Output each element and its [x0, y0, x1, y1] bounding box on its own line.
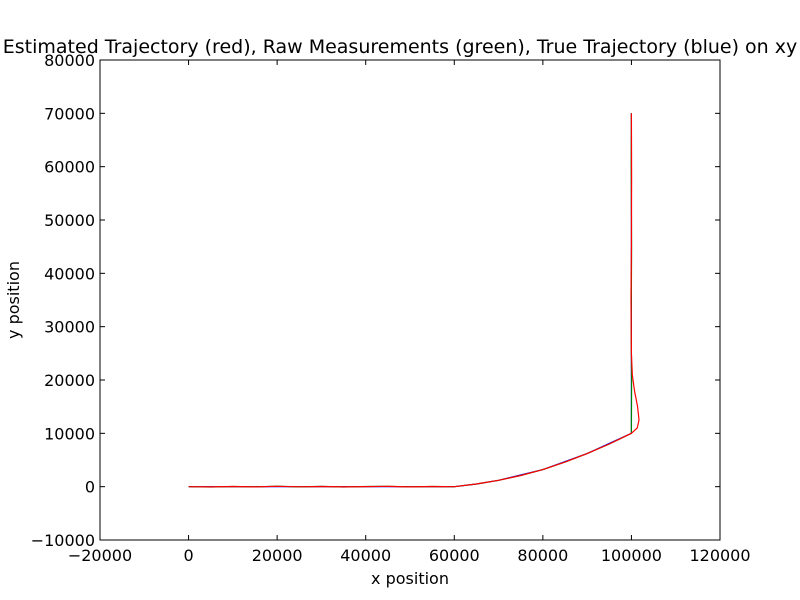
- x-tick-label: 100000: [601, 546, 662, 565]
- y-tick-label: 60000: [44, 158, 95, 177]
- series-line-1: [188, 113, 633, 488]
- y-tick-label: 30000: [44, 318, 95, 337]
- y-tick-label: 50000: [44, 211, 95, 230]
- series-layer: [188, 113, 640, 488]
- x-tick-label: 80000: [517, 546, 568, 565]
- x-axis-label: x position: [371, 569, 449, 588]
- x-tick-label: 60000: [429, 546, 480, 565]
- x-tick-label: 40000: [340, 546, 391, 565]
- x-tick-label: −20000: [68, 546, 132, 565]
- y-tick-label: 0: [85, 478, 95, 497]
- y-tick-label: −10000: [31, 531, 95, 550]
- x-tick-label: 0: [183, 546, 193, 565]
- x-tick-label: 120000: [689, 546, 750, 565]
- x-tick-label: 20000: [252, 546, 303, 565]
- y-tick-label: 20000: [44, 371, 95, 390]
- y-tick-label: 80000: [44, 51, 95, 70]
- plot-frame: [99, 59, 721, 541]
- y-tick-label: 40000: [44, 264, 95, 283]
- series-line-2: [188, 113, 640, 488]
- chart-title: Estimated Trajectory (red), Raw Measurem…: [3, 36, 797, 58]
- y-tick-label: 10000: [44, 424, 95, 443]
- y-tick-label: 70000: [44, 104, 95, 123]
- tick-layer: −20000 0 20000 40000 60000 80000 100000 120000−…: [31, 51, 751, 565]
- y-axis-label: y position: [4, 261, 23, 339]
- series-line-0: [188, 113, 633, 488]
